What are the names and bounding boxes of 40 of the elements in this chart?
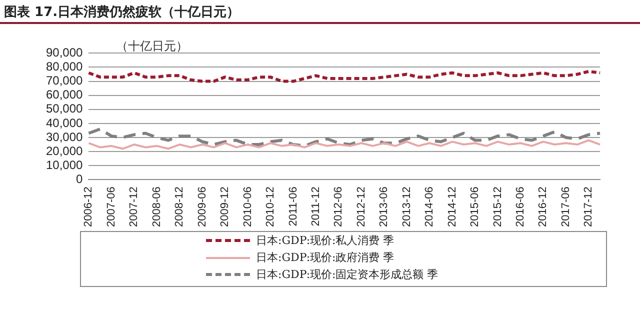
x-tick-label: 2015-12 [492,186,504,228]
x-tick-label: 2017-12 [582,186,595,228]
x-tick-label: 2008-06 [150,186,163,228]
legend-label: 日本:GDP:现价:固定资本形成总额 季 [256,267,438,282]
x-tick-label: 2009-12 [219,186,232,228]
x-tick-label: 2006-12 [82,186,95,228]
x-tick-label: 2011-06 [287,186,300,226]
y-tick-label: 50,000 [46,102,84,116]
x-tick-label: 2013-06 [378,186,390,228]
legend-label: 日本:GDP:现价:政府消费 季 [256,250,394,265]
line-series [87,128,602,148]
y-tick-label: 90,000 [46,46,84,60]
line-series [87,70,602,83]
x-tick-label: 2014-12 [446,186,458,228]
x-tick-label: 2008-12 [174,186,186,228]
x-tick-label: 2012-06 [332,186,345,228]
x-tick-label: 2016-06 [514,186,526,228]
legend-label: 日本:GDP:现价:私人消费 季 [256,233,394,248]
y-tick-label: 20,000 [46,144,84,158]
y-axis-title: （十亿日元） [116,38,188,55]
x-tick-label: 2007-12 [128,186,140,228]
y-tick-label: 30,000 [46,130,84,144]
y-tick-label: 60,000 [46,88,84,102]
x-tick-label: 2017-06 [560,186,572,228]
x-tick-label: 2012-12 [355,186,368,228]
y-tick-label: 0 [76,172,84,186]
y-tick-label: 80,000 [46,60,84,74]
y-tick-label: 40,000 [46,116,84,130]
x-tick-label: 2009-06 [196,186,208,228]
x-tick-label: 2010-06 [242,186,254,228]
y-tick-label: 10,000 [46,158,84,172]
x-tick-label: 2013-12 [400,186,413,228]
x-tick-label: 2015-06 [469,186,482,228]
x-tick-label: 2016-12 [537,186,550,228]
x-tick-label: 2007-06 [105,186,118,228]
x-tick-label: 2014-06 [424,186,436,228]
chart-title: 图表 17.日本消费仍然疲软（十亿日元） [4,4,240,21]
x-tick-label: 2011-12 [310,186,322,226]
x-tick-label: 2010-12 [264,186,277,228]
y-tick-label: 70,000 [46,74,84,88]
